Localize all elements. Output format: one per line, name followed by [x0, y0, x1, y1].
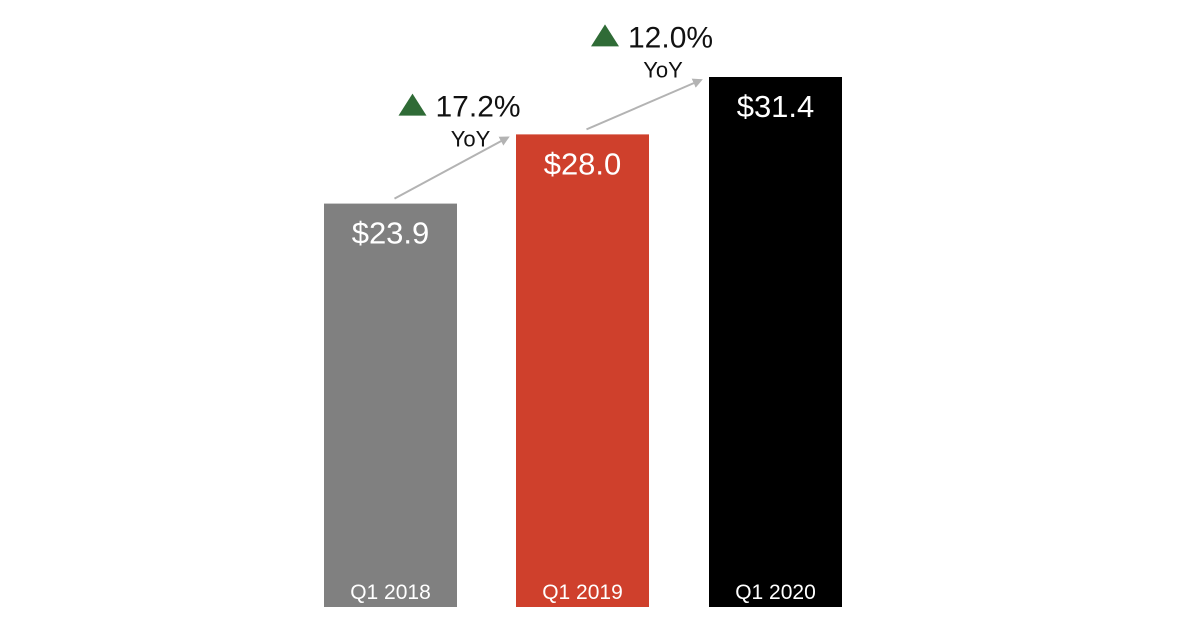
up-triangle-icon: [591, 24, 619, 47]
bar-q1-2019: [516, 134, 649, 607]
category-tick-label: Q1 2018: [350, 581, 431, 604]
growth-arrows-layer: [394, 78, 703, 200]
bar-value-label: $28.0: [544, 146, 622, 181]
bar-value-label: $23.9: [352, 216, 430, 251]
bar-q1-2018: [324, 203, 457, 608]
category-tick-label: Q1 2019: [542, 581, 623, 604]
bar-q1-2020: [709, 77, 842, 607]
labels-layer: $23.9 Q1 2018 $28.0 Q1 2019 $31.4 Q1 2020: [350, 89, 816, 604]
growth-period-label: YoY: [643, 57, 683, 82]
growth-percent-label: 17.2%: [436, 91, 521, 124]
growth-annotations-layer: 17.2% YoY 12.0% YoY: [398, 21, 713, 152]
up-triangle-icon: [398, 93, 427, 116]
growth-arrow: [586, 78, 703, 131]
growth-period-label: YoY: [451, 127, 491, 152]
growth-percent-label: 12.0%: [628, 21, 713, 54]
category-tick-label: Q1 2020: [735, 581, 816, 604]
bars-layer: [324, 77, 842, 608]
growth-arrow: [394, 136, 510, 200]
bar-value-label: $31.4: [737, 89, 815, 124]
